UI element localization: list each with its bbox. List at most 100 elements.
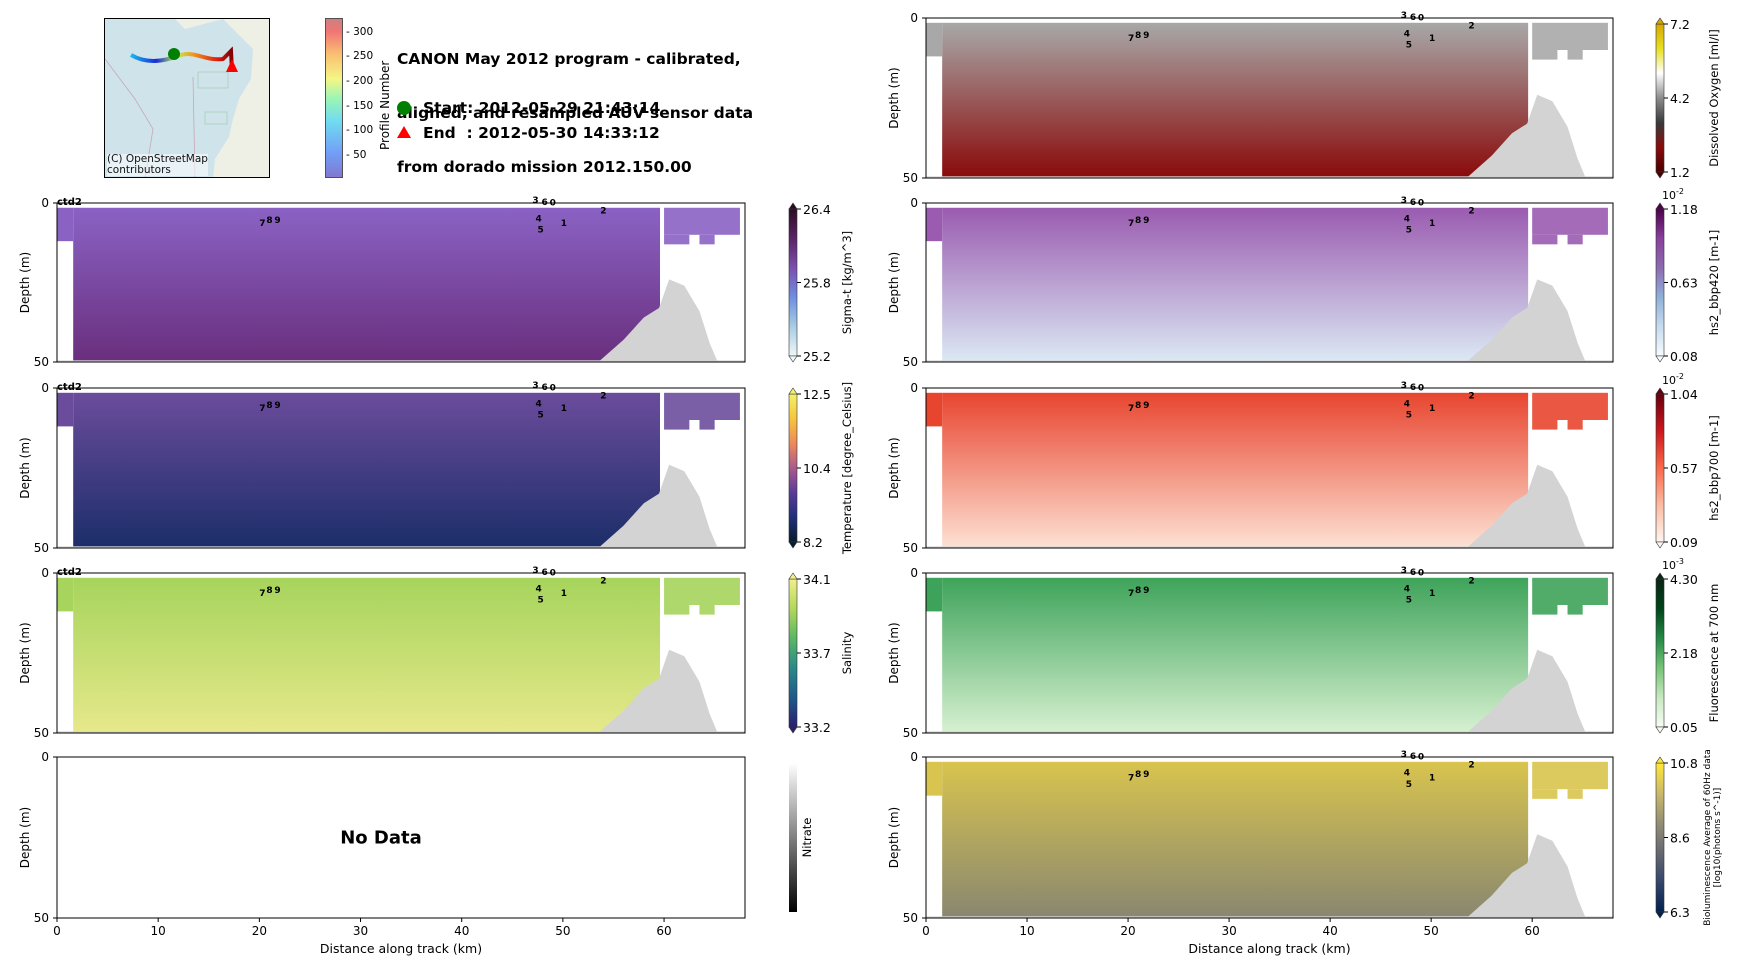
axes-frame — [56, 387, 746, 549]
y-axis-label: Depth (m) — [18, 252, 32, 313]
profile-number-label: 9 — [1143, 586, 1149, 596]
seafloor-line — [57, 360, 745, 362]
profile-number-label: 1 — [1429, 404, 1435, 414]
profile-number-label: 5 — [537, 225, 543, 235]
seafloor-bathymetry — [1466, 464, 1586, 548]
profile-number-label: 9 — [1143, 216, 1149, 226]
profile-number-label: 3 — [532, 381, 538, 391]
profile-number-label: 5 — [1406, 780, 1412, 790]
nearshore-field — [664, 234, 690, 245]
profile-number-label: 9 — [274, 216, 280, 226]
nearshore-field — [1532, 207, 1608, 235]
axes-frame — [925, 17, 1614, 179]
colorbar-extend-min — [1655, 171, 1665, 179]
colorbar-bioluminescence — [1655, 762, 1665, 913]
profile-number-label: 4 — [1404, 214, 1410, 224]
profile-number-label: 2 — [1468, 391, 1474, 401]
profile-number-label: 1 — [1429, 34, 1435, 44]
y-tick-label: 50 — [34, 911, 49, 925]
profile-number-label: 2 — [1468, 576, 1474, 586]
colorbar-tick-label: 8.2 — [803, 535, 823, 550]
axes-frame — [56, 572, 746, 734]
profile-number-label: 6 — [542, 198, 548, 208]
chart-dissolved_oxygen — [922, 17, 1668, 179]
chart-nitrate — [53, 756, 797, 922]
colorbar-label: hs2_bbp420 [m-1] — [1707, 230, 1721, 336]
colorbar-salinity — [788, 578, 798, 728]
y-tick-label: 50 — [903, 355, 918, 369]
y-tick-label: 50 — [34, 726, 49, 740]
data-field — [942, 392, 1529, 547]
nearshore-field — [699, 605, 715, 615]
y-axis-label: Depth (m) — [18, 437, 32, 498]
colorbar-tick-label: 0.63 — [1670, 276, 1698, 291]
colorbar-tick-label: 10.4 — [803, 461, 831, 476]
x-tick-label: 50 — [1424, 924, 1439, 938]
profile-number-label: 5 — [1406, 225, 1412, 235]
profile-number-label: 7 — [1128, 404, 1134, 414]
profile-number-label: 9 — [1143, 401, 1149, 411]
nearshore-field — [1567, 234, 1583, 245]
profile-number-label: 0 — [1418, 199, 1424, 209]
profile-number-label: 0 — [550, 384, 556, 394]
profile-number-colorbar — [325, 18, 343, 178]
colorbar-tick-label: 0.05 — [1670, 720, 1698, 735]
colorbar-extend-min — [1655, 911, 1665, 919]
y-axis-label: Depth (m) — [887, 67, 901, 128]
end-marker-icon — [226, 59, 238, 72]
y-tick-label: 50 — [903, 171, 918, 185]
axes-frame — [925, 572, 1614, 734]
nearshore-field — [1532, 22, 1608, 50]
x-tick-label: 30 — [353, 924, 368, 938]
nearshore-field — [664, 207, 740, 235]
profile-number-label: 4 — [1404, 29, 1410, 39]
profile-number-label: 3 — [532, 196, 538, 206]
colorbar-extend-max — [1655, 572, 1665, 580]
profile-number-label: 9 — [274, 401, 280, 411]
colorbar-extend-max — [788, 572, 798, 580]
profile-number-label: 3 — [1401, 196, 1407, 206]
profile-number-label: 8 — [266, 586, 272, 596]
colorbar-tick-label: 2.18 — [1670, 646, 1698, 661]
colorbar-extend-min — [1655, 355, 1665, 363]
colorbar-tick-label: 1.18 — [1670, 202, 1698, 217]
colorbar-bbp420 — [1655, 208, 1665, 357]
y-tick-label: 50 — [903, 911, 918, 925]
profile-number-label: 6 — [542, 383, 548, 393]
colorbar-label: Temperature [degree_Celsius] — [840, 382, 854, 555]
seafloor-line — [926, 360, 1613, 362]
coastline — [213, 19, 269, 177]
chart-bbp700 — [922, 387, 1668, 549]
profile-colorbar-tick: - 50 — [346, 148, 367, 161]
profile-number-label: 5 — [1406, 41, 1412, 51]
profile-number-label: 4 — [1404, 584, 1410, 594]
no-data-label: No Data — [340, 828, 422, 849]
x-tick-label: 60 — [656, 924, 671, 938]
profile-number-label: 1 — [1429, 589, 1435, 599]
data-field — [942, 207, 1529, 361]
data-field-start — [926, 392, 943, 427]
x-tick-label: 40 — [1322, 924, 1337, 938]
y-axis-label: Depth (m) — [887, 252, 901, 313]
x-tick-label: 60 — [1525, 924, 1540, 938]
nearshore-field — [1532, 605, 1558, 615]
axes-frame — [56, 756, 746, 919]
profile-number-label: 6 — [1410, 752, 1416, 762]
seafloor-line — [57, 546, 745, 548]
start-marker-icon — [397, 101, 411, 115]
colorbar-tick-label: 33.7 — [803, 646, 831, 661]
y-tick-label: 0 — [910, 196, 918, 210]
colorbar-label-units: [log10(photons s^-1)] — [1713, 788, 1723, 888]
y-tick-label: 0 — [41, 196, 49, 210]
colorbar-tick-label: 0.09 — [1670, 535, 1698, 550]
profile-number-label: 1 — [561, 219, 567, 229]
colorbar-label: Fluorescence at 700 nm — [1707, 584, 1721, 723]
end-time-label: End : 2012-05-30 14:33:12 — [423, 124, 660, 142]
x-tick-label: 10 — [151, 924, 166, 938]
data-field-start — [926, 207, 943, 242]
instrument-tag: ctd2 — [57, 382, 82, 393]
y-axis-label: Depth (m) — [887, 622, 901, 683]
data-field-start — [57, 207, 74, 242]
x-tick-label: 20 — [252, 924, 267, 938]
profile-number-label: 4 — [1404, 399, 1410, 409]
